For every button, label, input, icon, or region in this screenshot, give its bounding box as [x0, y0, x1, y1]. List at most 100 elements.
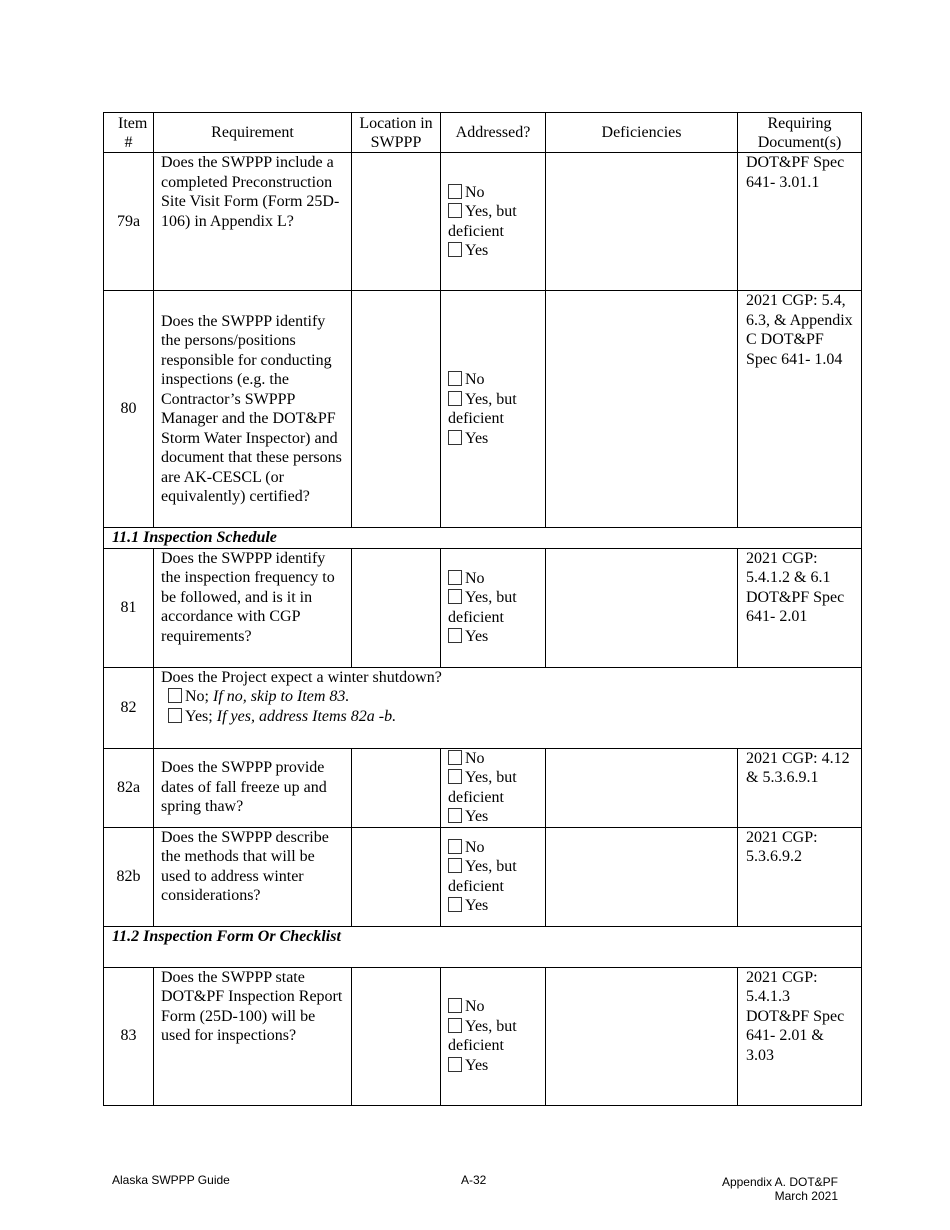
addressed-option[interactable]: Yes, but deficient — [448, 588, 539, 627]
section-row: 11.1 Inspection Schedule — [103, 527, 862, 549]
footer-appendix: Appendix A. DOT&PF March 2021 — [722, 1175, 838, 1203]
checkbox[interactable] — [448, 628, 462, 643]
addressed-option[interactable]: No — [448, 183, 539, 203]
addressed-label: Yes, but deficient — [448, 769, 517, 806]
footer-page-number: A-32 — [461, 1173, 487, 1187]
deficiencies-field[interactable] — [545, 290, 738, 528]
location-field[interactable] — [351, 290, 441, 528]
addressed-option[interactable]: Yes — [448, 429, 539, 449]
table-row: 82a Does the SWPPP provide dates of fall … — [103, 747, 862, 828]
item-number: 81 — [103, 547, 154, 668]
item-number: 82a — [103, 747, 154, 828]
question-option: No; If no, skip to Item 83. — [160, 687, 855, 707]
addressed-option[interactable]: Yes, but deficient — [448, 768, 539, 807]
addressed-label: Yes — [465, 897, 489, 914]
option-label: Yes; — [185, 707, 213, 725]
deficiencies-field[interactable] — [545, 152, 738, 291]
addressed-cell: No Yes, but deficient Yes — [440, 747, 546, 828]
header-location: Location in SWPPP — [351, 112, 441, 153]
addressed-option[interactable]: No — [448, 749, 539, 769]
addressed-label: Yes — [465, 429, 489, 447]
checkbox[interactable] — [448, 390, 462, 406]
option-note: If no, skip to Item 83. — [213, 688, 350, 705]
checkbox[interactable] — [448, 998, 462, 1013]
addressed-option[interactable]: Yes — [448, 627, 539, 647]
checkbox[interactable] — [448, 808, 462, 823]
section-title: 11.2 Inspection Form Or Checklist — [103, 925, 862, 968]
requiring-documents: 2021 CGP: 5.4, 6.3, & Appendix C DOT&PF … — [737, 290, 862, 528]
checkbox[interactable] — [448, 589, 462, 604]
addressed-label: No — [465, 838, 485, 856]
addressed-label: No — [465, 749, 485, 767]
question-text: Does the Project expect a winter shutdow… — [161, 668, 442, 686]
addressed-option[interactable]: No — [448, 997, 539, 1017]
checkbox[interactable] — [448, 371, 462, 386]
checkbox[interactable] — [168, 688, 182, 703]
option-label: No; — [185, 688, 209, 705]
addressed-option[interactable]: Yes, but deficient — [448, 1017, 539, 1056]
addressed-option[interactable]: Yes — [448, 241, 539, 261]
footer-guide-title: Alaska SWPPP Guide — [112, 1173, 230, 1187]
item-number: 82 — [103, 666, 154, 749]
deficiencies-field[interactable] — [545, 826, 738, 927]
addressed-option[interactable]: No — [448, 569, 539, 589]
addressed-label: No — [465, 183, 485, 201]
footer-date: March 2021 — [774, 1189, 838, 1203]
checkbox[interactable] — [448, 838, 462, 854]
table-row: 80 Does the SWPPP identify the persons/po… — [103, 290, 862, 528]
addressed-cell: No Yes, but deficient Yes — [440, 290, 546, 528]
location-field[interactable] — [351, 966, 441, 1106]
header-row: Item # Requirement Location in SWPPP Add… — [103, 112, 862, 153]
deficiencies-field[interactable] — [545, 547, 738, 668]
deficiencies-field[interactable] — [545, 966, 738, 1106]
question-cell: Does the Project expect a winter shutdow… — [153, 666, 862, 749]
location-field[interactable] — [351, 826, 441, 927]
addressed-option[interactable]: Yes, but deficient — [448, 390, 539, 429]
addressed-label: Yes, but deficient — [448, 858, 517, 895]
addressed-option[interactable]: No — [448, 370, 539, 390]
table-row: 79a Does the SWPPP include a completed Pr… — [103, 152, 862, 291]
requiring-documents: 2021 CGP: 5.4.1.2 & 6.1 DOT&PF Spec 641-… — [737, 547, 862, 668]
header-documents: Requiring Document(s) — [737, 112, 862, 153]
requirement-cell: Does the SWPPP include a completed Preco… — [153, 152, 352, 291]
checkbox[interactable] — [168, 707, 182, 723]
requiring-documents: 2021 CGP: 4.12 & 5.3.6.9.1 — [737, 747, 862, 828]
requirement-cell: Does the SWPPP identify the persons/posi… — [153, 290, 352, 528]
location-field[interactable] — [351, 747, 441, 828]
addressed-label: No — [465, 371, 485, 388]
header-addressed: Addressed? — [440, 112, 546, 153]
deficiencies-field[interactable] — [545, 747, 738, 828]
addressed-option[interactable]: Yes, but deficient — [448, 857, 539, 896]
checkbox[interactable] — [448, 242, 462, 257]
checkbox[interactable] — [448, 183, 462, 199]
checkbox[interactable] — [448, 897, 462, 912]
checkbox[interactable] — [448, 769, 462, 784]
addressed-cell: No Yes, but deficient Yes — [440, 826, 546, 927]
checkbox[interactable] — [448, 569, 462, 585]
table-row: 82 Does the Project expect a winter shutd… — [103, 666, 862, 749]
addressed-option[interactable]: Yes, but deficient — [448, 202, 539, 241]
table-row: 83 Does the SWPPP state DOT&PF Inspection… — [103, 966, 862, 1106]
addressed-label: No — [465, 569, 485, 587]
checkbox[interactable] — [448, 1017, 462, 1033]
header-deficiencies: Deficiencies — [545, 112, 738, 153]
question-option: Yes; If yes, address Items 82a -b. — [160, 707, 855, 727]
checkbox[interactable] — [448, 203, 462, 218]
addressed-label: Yes, but deficient — [448, 203, 517, 240]
checkbox[interactable] — [448, 858, 462, 873]
addressed-option[interactable]: Yes — [448, 896, 539, 916]
addressed-label: Yes — [465, 808, 489, 825]
addressed-option[interactable]: Yes — [448, 807, 539, 827]
item-number: 80 — [103, 290, 154, 528]
location-field[interactable] — [351, 547, 441, 668]
location-field[interactable] — [351, 152, 441, 291]
checkbox[interactable] — [448, 1056, 462, 1072]
requiring-documents: 2021 CGP: 5.3.6.9.2 — [737, 826, 862, 927]
requirement-cell: Does the SWPPP identify the inspection f… — [153, 547, 352, 668]
checkbox[interactable] — [448, 749, 462, 765]
checkbox[interactable] — [448, 429, 462, 445]
addressed-option[interactable]: Yes — [448, 1056, 539, 1076]
addressed-label: Yes — [465, 242, 489, 259]
addressed-option[interactable]: No — [448, 838, 539, 858]
item-number: 79a — [103, 152, 154, 291]
